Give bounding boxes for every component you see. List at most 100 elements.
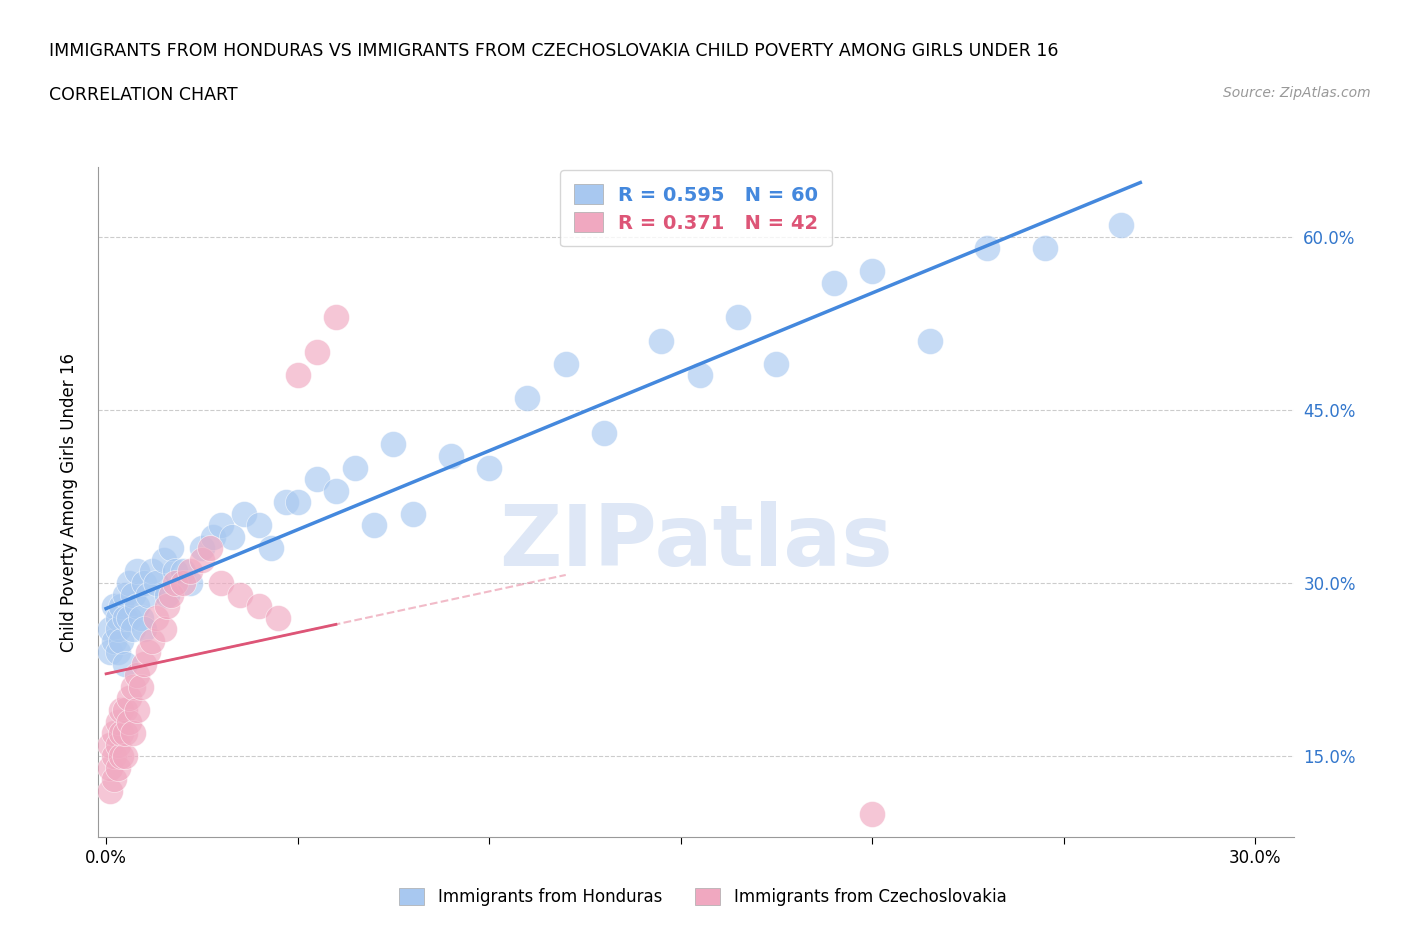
Point <box>122 725 145 740</box>
Point <box>382 437 405 452</box>
Point <box>179 576 201 591</box>
Point <box>107 714 129 729</box>
Point <box>1109 218 1132 232</box>
Point <box>136 587 159 602</box>
Point <box>122 587 145 602</box>
Text: IMMIGRANTS FROM HONDURAS VS IMMIGRANTS FROM CZECHOSLOVAKIA CHILD POVERTY AMONG G: IMMIGRANTS FROM HONDURAS VS IMMIGRANTS F… <box>49 42 1059 60</box>
Point <box>125 599 148 614</box>
Point <box>107 737 129 752</box>
Point <box>325 484 347 498</box>
Point <box>202 529 225 544</box>
Legend: Immigrants from Honduras, Immigrants from Czechoslovakia: Immigrants from Honduras, Immigrants fro… <box>392 881 1014 912</box>
Point <box>118 610 141 625</box>
Point <box>593 426 616 441</box>
Point <box>274 495 297 510</box>
Point <box>129 610 152 625</box>
Point <box>134 576 156 591</box>
Point <box>233 506 256 521</box>
Point <box>209 518 232 533</box>
Point <box>114 657 136 671</box>
Point <box>107 761 129 776</box>
Point <box>114 749 136 764</box>
Point <box>98 644 121 659</box>
Point <box>179 564 201 578</box>
Point <box>107 644 129 659</box>
Point <box>247 518 270 533</box>
Point <box>287 367 309 382</box>
Point <box>401 506 423 521</box>
Point <box>267 610 290 625</box>
Y-axis label: Child Poverty Among Girls Under 16: Child Poverty Among Girls Under 16 <box>59 352 77 652</box>
Point <box>344 460 367 475</box>
Point <box>198 541 221 556</box>
Point <box>221 529 243 544</box>
Point <box>156 599 179 614</box>
Point <box>860 806 883 821</box>
Point <box>145 576 167 591</box>
Point <box>823 275 845 290</box>
Point <box>103 749 125 764</box>
Text: CORRELATION CHART: CORRELATION CHART <box>49 86 238 103</box>
Point <box>325 310 347 325</box>
Point <box>129 680 152 695</box>
Point <box>98 761 121 776</box>
Point <box>363 518 385 533</box>
Point <box>287 495 309 510</box>
Point <box>305 472 328 486</box>
Point <box>209 576 232 591</box>
Point <box>554 356 576 371</box>
Point <box>152 622 174 637</box>
Point <box>765 356 787 371</box>
Point <box>689 367 711 382</box>
Point <box>118 691 141 706</box>
Point <box>247 599 270 614</box>
Point <box>918 333 941 348</box>
Point <box>650 333 672 348</box>
Point <box>98 622 121 637</box>
Point <box>160 587 183 602</box>
Point <box>98 783 121 798</box>
Point <box>305 345 328 360</box>
Point <box>478 460 501 475</box>
Point <box>191 541 214 556</box>
Point <box>118 576 141 591</box>
Point <box>134 657 156 671</box>
Point <box>110 749 132 764</box>
Point <box>141 564 163 578</box>
Point <box>134 622 156 637</box>
Point <box>103 772 125 787</box>
Point <box>107 622 129 637</box>
Point <box>98 737 121 752</box>
Point <box>110 633 132 648</box>
Point <box>191 552 214 567</box>
Point <box>516 391 538 405</box>
Point <box>727 310 749 325</box>
Point <box>440 448 463 463</box>
Point <box>103 633 125 648</box>
Point <box>156 587 179 602</box>
Point <box>136 644 159 659</box>
Point <box>110 725 132 740</box>
Point <box>122 622 145 637</box>
Point <box>260 541 283 556</box>
Point <box>114 587 136 602</box>
Point <box>122 680 145 695</box>
Point <box>141 633 163 648</box>
Point <box>172 576 194 591</box>
Point <box>160 541 183 556</box>
Point <box>145 610 167 625</box>
Point <box>125 702 148 717</box>
Point <box>118 714 141 729</box>
Point <box>114 725 136 740</box>
Point <box>103 599 125 614</box>
Point <box>152 552 174 567</box>
Point <box>163 564 186 578</box>
Text: ZIPatlas: ZIPatlas <box>499 501 893 584</box>
Point <box>1033 241 1056 256</box>
Point <box>114 610 136 625</box>
Point <box>860 264 883 279</box>
Legend: R = 0.595   N = 60, R = 0.371   N = 42: R = 0.595 N = 60, R = 0.371 N = 42 <box>560 170 832 246</box>
Point <box>163 576 186 591</box>
Text: Source: ZipAtlas.com: Source: ZipAtlas.com <box>1223 86 1371 100</box>
Point <box>125 564 148 578</box>
